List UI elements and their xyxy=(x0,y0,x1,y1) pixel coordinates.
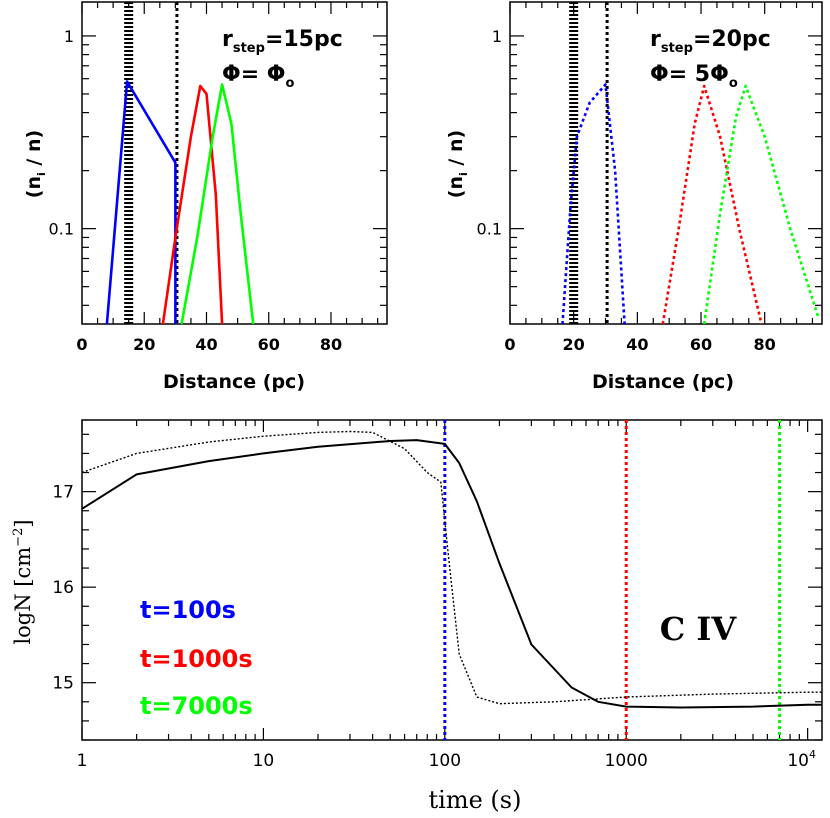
panel-bottom: 1 10 100 1000 104 15 16 17 time (s) logN [cm−2]… xyxy=(11,419,823,814)
x-axis-label: Distance (pc) xyxy=(592,371,734,393)
x-tick-label: 60 xyxy=(258,335,280,354)
y-tick-label: 16 xyxy=(52,578,74,598)
ticks xyxy=(509,2,822,324)
y-tick-label: 15 xyxy=(52,674,74,694)
ticks xyxy=(81,420,822,741)
legend-entry-t100: t=100s xyxy=(140,596,236,624)
ion-annotation: C IV xyxy=(660,610,738,648)
tick-labels: 0 20 40 60 80 0.1 1 xyxy=(477,27,776,354)
rstep-annotation: rstep=15pc xyxy=(222,27,343,56)
x-tick-label: 104 xyxy=(787,748,816,771)
x-axis-label: Distance (pc) xyxy=(163,371,305,393)
series-line-rstep-20pc xyxy=(81,430,822,705)
x-axis-label: time (s) xyxy=(429,786,522,814)
y-axis-label: (ni / n) xyxy=(445,130,470,198)
ticks xyxy=(81,2,387,324)
x-tick-label: 80 xyxy=(754,335,776,354)
tick-labels: 1 10 100 1000 104 15 16 17 xyxy=(52,483,816,771)
x-tick-label: 100 xyxy=(429,751,461,771)
series-line-rstep-15pc xyxy=(81,439,822,709)
tick-labels: 0 20 40 60 80 0.1 1 xyxy=(49,27,343,354)
series-line-t-7000s xyxy=(702,84,821,325)
y-tick-label: 1 xyxy=(64,27,74,46)
plot-frame xyxy=(81,1,388,325)
y-axis-label: logN [cm−2] xyxy=(11,519,35,644)
series-lines xyxy=(105,80,255,325)
x-tick-label: 40 xyxy=(626,335,648,354)
vertical-lines xyxy=(569,2,609,324)
series-lines xyxy=(81,430,822,709)
y-tick-label: 1 xyxy=(492,27,502,46)
panel-top-right: 0 20 40 60 80 0.1 1 Distance (pc) (ni / n) rst… xyxy=(445,1,823,393)
x-tick-label: 40 xyxy=(195,335,217,354)
x-tick-label: 1 xyxy=(77,751,88,771)
vertical-lines xyxy=(124,2,179,324)
x-tick-label: 0 xyxy=(504,335,515,354)
series-line-t-100s xyxy=(561,83,626,325)
x-tick-label: 20 xyxy=(563,335,585,354)
rstep-annotation: rstep=20pc xyxy=(650,27,771,56)
phi-annotation: Φ= 5Φo xyxy=(650,62,738,91)
series-line-t-1000s xyxy=(661,84,763,325)
legend-entry-t7000: t=7000s xyxy=(140,692,253,720)
y-axis-label: (ni / n) xyxy=(23,130,48,198)
plot-frame xyxy=(81,419,823,741)
plot-frame xyxy=(509,1,823,325)
legend-entry-t1000: t=1000s xyxy=(140,645,253,673)
series-line-t-7000s xyxy=(180,83,255,325)
x-tick-label: 0 xyxy=(76,335,87,354)
x-tick-label: 60 xyxy=(690,335,712,354)
phi-annotation: Φ= Φo xyxy=(222,62,295,91)
x-tick-label: 80 xyxy=(320,335,342,354)
y-tick-label: 17 xyxy=(52,483,74,503)
series-lines xyxy=(561,83,821,325)
vertical-lines xyxy=(443,420,782,740)
x-tick-label: 10 xyxy=(253,751,275,771)
x-tick-label: 20 xyxy=(133,335,155,354)
panel-top-left: 0 20 40 60 80 0.1 1 Distance (pc) (ni / n) rst… xyxy=(23,1,388,393)
x-tick-label: 1000 xyxy=(605,751,648,771)
series-line-t-100s xyxy=(105,80,177,325)
y-tick-label: 0.1 xyxy=(49,220,74,239)
series-line-t-1000s xyxy=(161,84,224,325)
y-tick-label: 0.1 xyxy=(477,220,502,239)
